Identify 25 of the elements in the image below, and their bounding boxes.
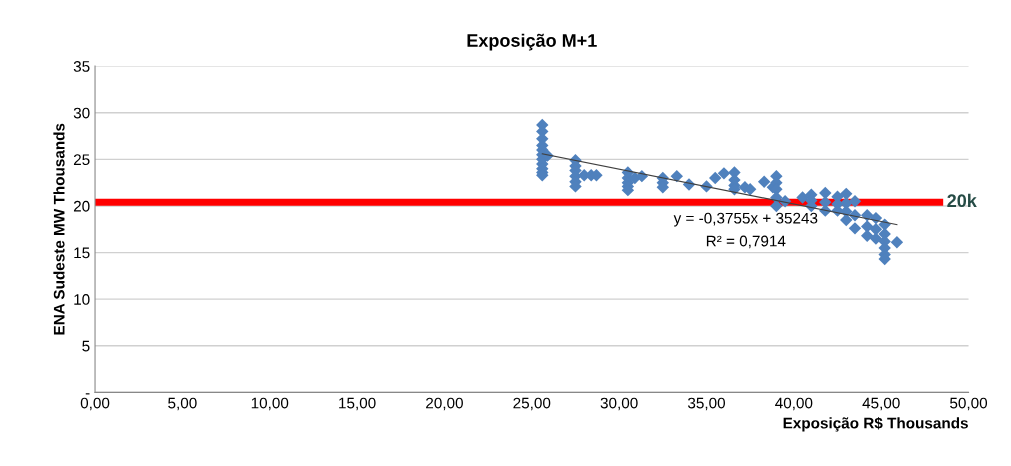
y-axis-title: ENA Sudeste MW Thousands xyxy=(53,123,65,335)
y-tick-label: 20 xyxy=(73,200,90,212)
x-tick-label: 50,00 xyxy=(950,397,988,411)
y-tick-label: - xyxy=(85,393,90,395)
y-tick-label: 25 xyxy=(73,154,90,166)
x-tick-label: 35,00 xyxy=(687,397,726,411)
y-tick-label: 10 xyxy=(74,294,90,305)
x-axis-title: Exposição R$ Thousands xyxy=(783,417,968,432)
x-tick-label: 30,00 xyxy=(600,397,638,411)
x-tick-label: 0,00 xyxy=(80,397,110,411)
x-tick-label: 45,00 xyxy=(862,397,900,411)
chart-title: Exposição M+1 xyxy=(467,33,597,51)
y-tick-label: 35 xyxy=(73,61,90,72)
ref-line-label: 20k xyxy=(947,193,977,208)
y-tick-label: 15 xyxy=(74,247,90,259)
x-tick-label: 20,00 xyxy=(426,397,463,411)
x-tick-label: 5,00 xyxy=(168,397,197,411)
annotation: R² = 0,7914 xyxy=(706,235,786,249)
y-tick-label: 30 xyxy=(73,107,90,119)
x-tick-label: 40,00 xyxy=(775,397,813,411)
y-tick-label: 5 xyxy=(82,340,90,352)
x-tick-label: 15,00 xyxy=(339,397,376,411)
x-tick-label: 25,00 xyxy=(513,397,551,411)
annotation: y = -0,3755x + 35243 xyxy=(673,212,818,227)
x-tick-label: 10,00 xyxy=(251,397,289,411)
